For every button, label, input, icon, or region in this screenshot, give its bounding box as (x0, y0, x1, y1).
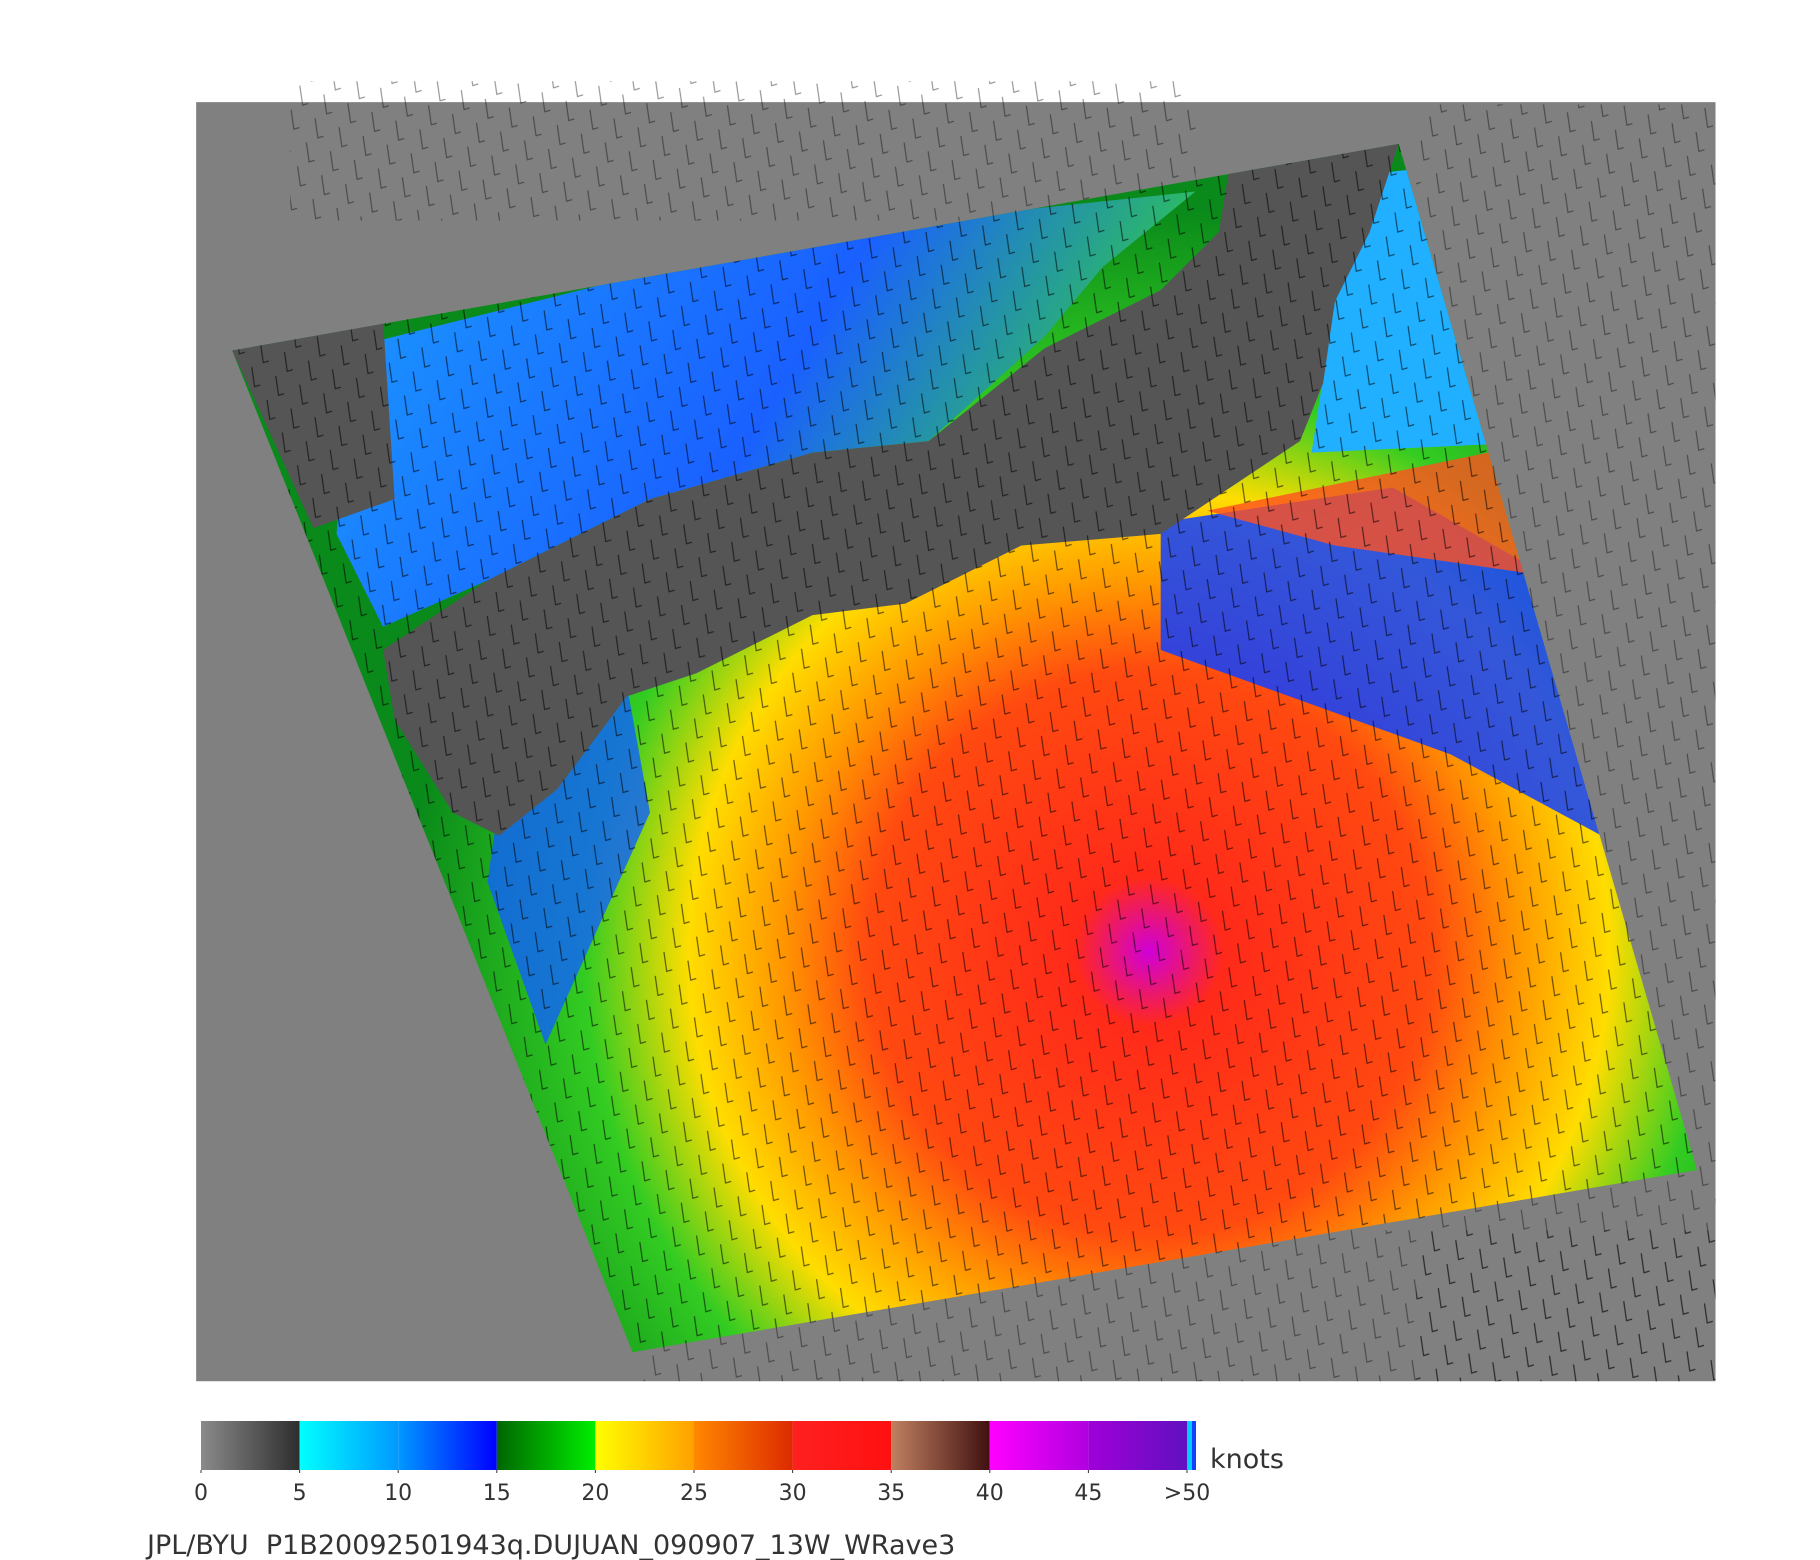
tick-label: 25 (680, 1481, 708, 1506)
colorbar-segment (595, 1421, 694, 1470)
tick-label: 45 (1074, 1481, 1102, 1506)
colorbar-segment (989, 1421, 1089, 1470)
tick-label: 5 (293, 1481, 307, 1506)
colorbar-segment (792, 1421, 892, 1470)
colorbar-segment (299, 1421, 399, 1470)
tick-label: 20 (581, 1481, 609, 1506)
footer: JPL/BYU P1B20092501943q.DUJUAN_090907_13… (145, 1530, 955, 1560)
tick-label: 15 (483, 1481, 511, 1506)
colorbar-segment (201, 1421, 300, 1470)
wind-map (196, 81, 1716, 1382)
tick-label: 10 (384, 1481, 412, 1506)
colorbar-unit: knots (1210, 1444, 1284, 1475)
tick-label: 30 (779, 1481, 807, 1506)
tick-label: 40 (976, 1481, 1004, 1506)
colorbar-segment (398, 1421, 497, 1470)
tick-label: 35 (877, 1481, 905, 1506)
tick-label: >50 (1164, 1481, 1210, 1506)
colorbar-segment (694, 1421, 793, 1470)
colorbar-segment (1088, 1421, 1187, 1470)
colorbar-segment (496, 1421, 596, 1470)
colorbar-segment (891, 1421, 990, 1470)
tick-label: 0 (194, 1481, 208, 1506)
